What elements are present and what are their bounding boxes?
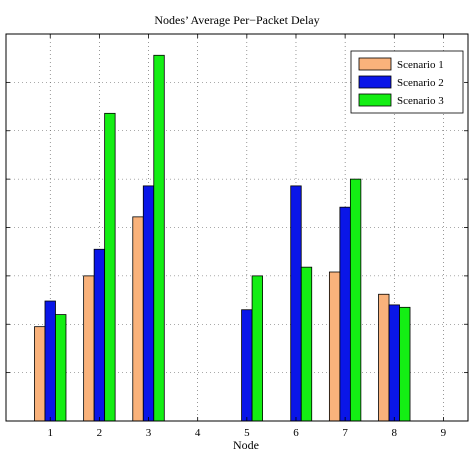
x-tick-label: 6 [293, 427, 299, 439]
bar-scenario-3-node-6 [300, 266, 313, 422]
bar-scenario-3-node-2 [104, 112, 116, 422]
chart-title: Nodes’ Average Per−Packet Delay [154, 13, 319, 27]
legend-label: Scenario 2 [397, 77, 444, 89]
x-tick-labels: 1 2 3 4 5 6 7 8 9 [47, 427, 446, 439]
bar-scenario-2-node-3 [142, 185, 155, 422]
x-axis-label: Node [233, 438, 259, 452]
bar-scenario-3-node-1 [55, 314, 67, 422]
bar-scenario-1-node-2 [83, 275, 95, 422]
legend-label: Scenario 3 [397, 95, 444, 107]
bar-scenario-2-node-7 [339, 206, 351, 422]
bar-scenario-3-node-8 [399, 306, 411, 422]
bar-scenario-1-node-1 [34, 326, 46, 422]
legend-swatch [358, 93, 392, 107]
x-tick-label: 4 [195, 427, 201, 439]
bar-scenario-2-node-2 [93, 248, 106, 422]
x-tick-label: 5 [244, 427, 250, 439]
legend-swatch [358, 75, 392, 89]
x-tick-label: 1 [47, 427, 53, 439]
axis-ticks [6, 33, 468, 421]
legend-label: Scenario 1 [397, 59, 444, 71]
x-tick-label: 3 [146, 427, 152, 439]
legend-swatch [358, 57, 392, 71]
bar-scenario-2-node-8 [388, 304, 400, 422]
bar-scenario-1-node-8 [378, 293, 390, 422]
x-tick-label: 9 [441, 427, 447, 439]
x-tick-label: 2 [97, 427, 103, 439]
bar-scenario-1-node-3 [132, 216, 144, 422]
bar-scenario-1-node-7 [328, 271, 341, 422]
legend: Scenario 1 Scenario 2 Scenario 3 [350, 50, 464, 114]
bar-scenario-2-node-5 [241, 309, 253, 422]
x-tick-label: 8 [392, 427, 398, 439]
bar-scenario-3-node-7 [349, 178, 362, 422]
bar-scenario-2-node-6 [290, 185, 302, 422]
bar-scenario-3-node-5 [251, 275, 263, 422]
bars [34, 54, 411, 422]
x-tick-label: 7 [342, 427, 348, 439]
bar-scenario-3-node-3 [153, 54, 165, 422]
bar-scenario-2-node-1 [44, 300, 56, 422]
